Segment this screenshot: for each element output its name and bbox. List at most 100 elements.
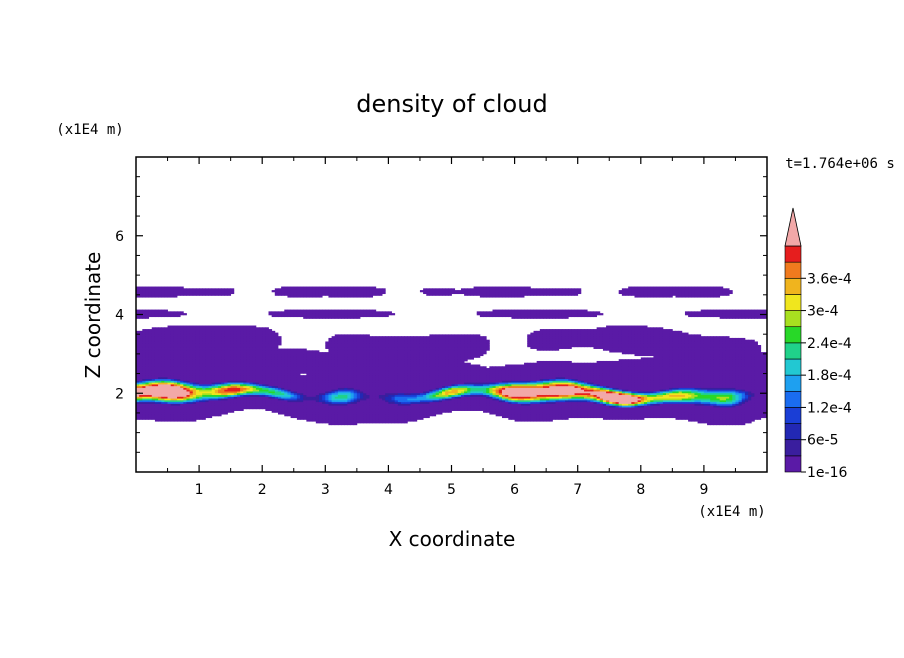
contour-cell xyxy=(290,314,295,318)
contour-cell xyxy=(208,348,213,351)
contour-cell xyxy=(363,314,367,318)
contour-cell xyxy=(233,392,238,396)
contour-cell xyxy=(236,378,241,381)
contour-cell xyxy=(268,399,273,403)
contour-cell xyxy=(151,337,156,341)
contour-cell xyxy=(413,339,418,342)
contour-cell xyxy=(363,382,367,385)
contour-cell xyxy=(180,368,184,371)
contour-cell xyxy=(221,364,225,367)
contour-cell xyxy=(281,291,285,295)
contour-cell xyxy=(154,348,159,351)
contour-cell xyxy=(246,384,250,387)
contour-cell xyxy=(211,378,216,381)
contour-cell xyxy=(211,380,216,383)
contour-cell xyxy=(322,394,326,397)
contour-cell xyxy=(227,366,232,369)
contour-cell xyxy=(318,362,323,365)
contour-cell xyxy=(309,375,314,378)
contour-cell xyxy=(189,350,194,353)
contour-cell xyxy=(233,401,238,404)
contour-cell xyxy=(360,343,364,346)
contour-cell xyxy=(265,376,269,380)
contour-cell xyxy=(154,313,159,316)
contour-cell xyxy=(378,314,383,318)
contour-cell xyxy=(385,380,389,383)
contour-cell xyxy=(136,352,140,355)
contour-cell xyxy=(205,378,209,381)
contour-cell xyxy=(347,387,351,390)
contour-cell xyxy=(397,378,402,381)
contour-cell xyxy=(236,362,241,365)
contour-cell xyxy=(208,288,213,291)
contour-cell xyxy=(180,343,184,346)
contour-cell xyxy=(397,389,402,392)
contour-cell xyxy=(306,288,310,291)
contour-cell xyxy=(205,334,209,337)
contour-cell xyxy=(363,396,367,399)
contour-cell xyxy=(344,380,348,383)
contour-cell xyxy=(208,368,213,371)
contour-cell xyxy=(331,394,336,397)
contour-cell xyxy=(296,293,301,296)
contour-cell xyxy=(281,387,285,390)
contour-cell xyxy=(158,293,162,296)
contour-cell xyxy=(394,343,399,346)
contour-cell xyxy=(350,410,355,413)
contour-cell xyxy=(397,415,402,419)
contour-cell xyxy=(183,360,187,364)
contour-cell xyxy=(236,334,241,337)
contour-cell xyxy=(410,337,415,341)
contour-cell xyxy=(268,394,273,397)
contour-cell xyxy=(372,309,377,312)
contour-cell xyxy=(158,327,162,330)
contour-cell xyxy=(363,378,367,381)
contour-cell xyxy=(306,362,310,365)
contour-cell xyxy=(284,405,288,408)
contour-cell xyxy=(360,408,364,411)
contour-cell xyxy=(293,353,298,357)
contour-cell xyxy=(262,398,266,401)
contour-cell xyxy=(199,337,203,341)
contour-cell xyxy=(413,357,418,360)
contour-cell xyxy=(363,410,367,413)
contour-cell xyxy=(252,359,257,362)
contour-cell xyxy=(183,401,187,404)
contour-cell xyxy=(259,391,263,394)
contour-cell xyxy=(195,366,200,369)
contour-cell xyxy=(252,366,257,369)
contour-cell xyxy=(195,401,200,404)
contour-cell xyxy=(186,353,191,357)
contour-cell xyxy=(404,401,408,404)
contour-cell xyxy=(240,348,244,351)
contour-cell xyxy=(142,368,146,371)
contour-cell xyxy=(271,314,276,318)
contour-cell xyxy=(318,311,323,314)
contour-cell xyxy=(366,359,370,362)
contour-cell xyxy=(208,408,213,411)
contour-cell xyxy=(218,346,222,349)
contour-cell xyxy=(139,357,143,360)
contour-cell xyxy=(233,408,238,411)
contour-cell xyxy=(350,343,355,346)
contour-cell xyxy=(158,291,162,295)
contour-cell xyxy=(249,392,254,396)
contour-cell xyxy=(224,368,228,371)
contour-cell xyxy=(375,407,380,410)
contour-cell xyxy=(413,375,418,378)
contour-cell xyxy=(341,288,345,291)
contour-cell xyxy=(255,329,260,332)
contour-cell xyxy=(151,399,156,403)
contour-cell xyxy=(413,385,418,388)
contour-cell xyxy=(382,359,386,362)
contour-cell xyxy=(161,343,165,346)
contour-cell xyxy=(202,389,206,392)
contour-cell xyxy=(249,389,254,392)
contour-cell xyxy=(337,348,342,351)
contour-cell xyxy=(303,401,307,404)
contour-cell xyxy=(404,371,408,374)
contour-cell xyxy=(249,398,254,401)
contour-cell xyxy=(334,403,339,406)
contour-cell xyxy=(173,407,178,410)
contour-cell xyxy=(183,408,187,411)
